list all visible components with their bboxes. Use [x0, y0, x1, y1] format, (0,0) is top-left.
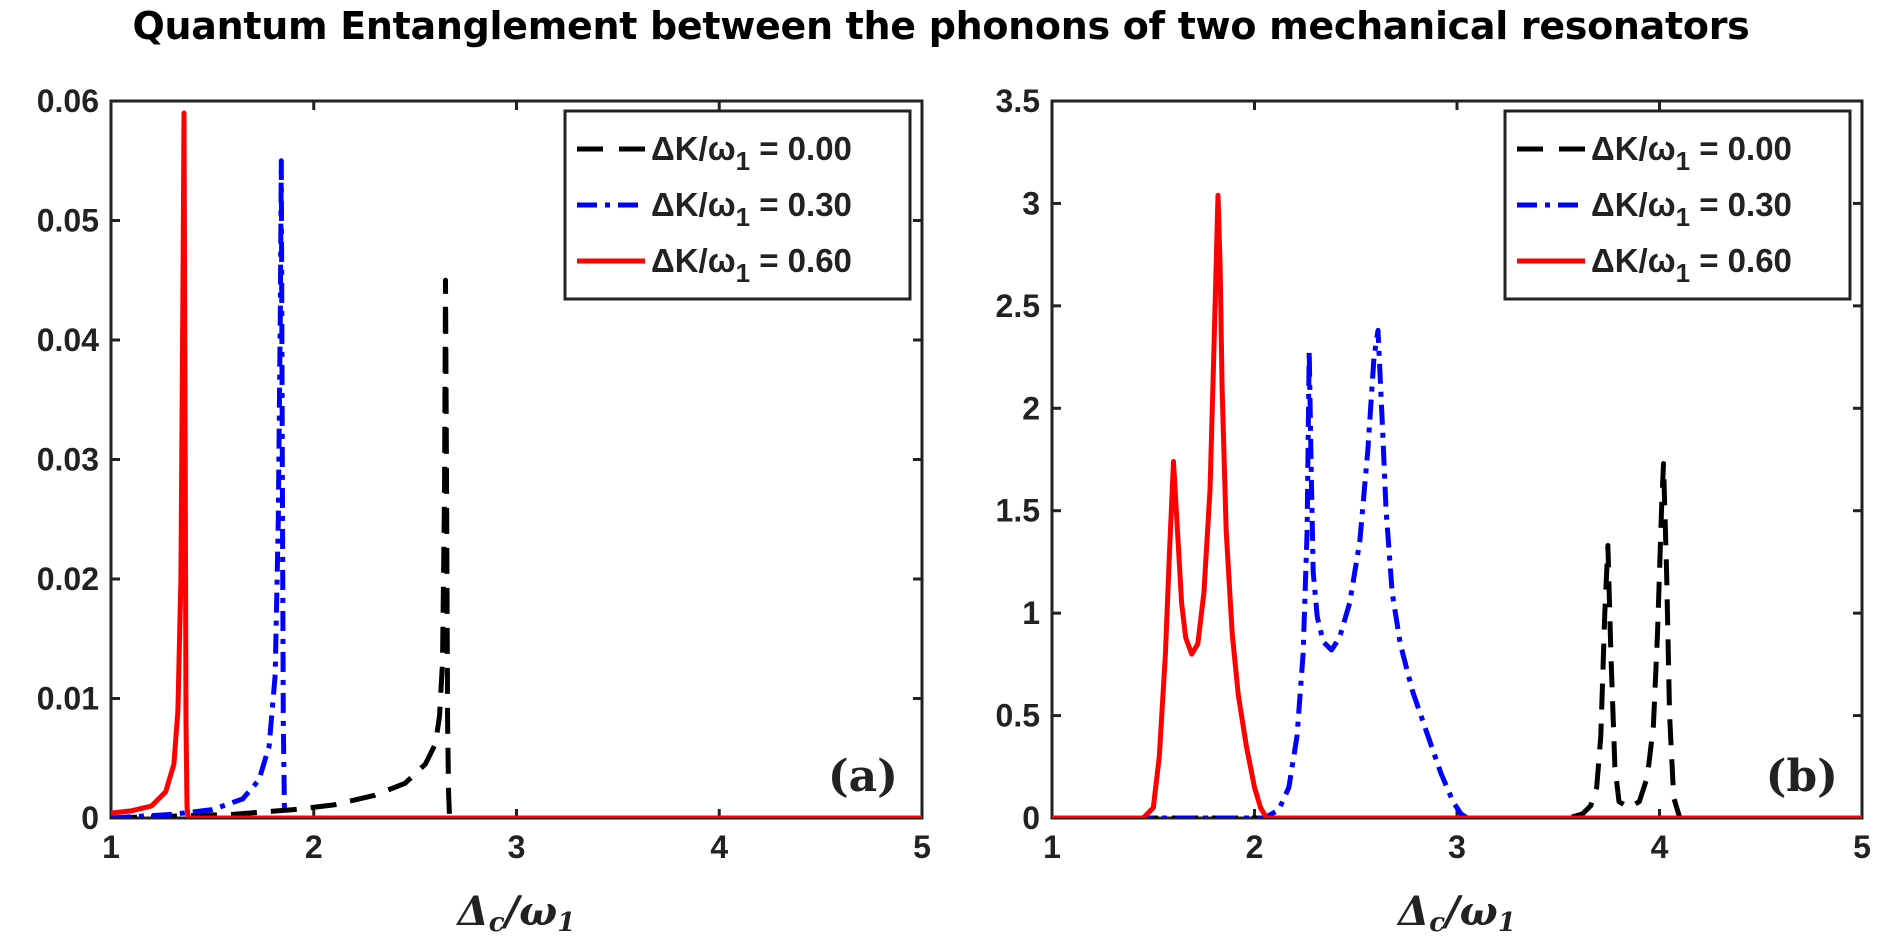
x-tick-label: 5: [1853, 829, 1871, 865]
x-tick-label: 3: [508, 829, 526, 865]
x-tick-label: 4: [710, 829, 728, 865]
y-tick-label: 1.5: [996, 493, 1040, 529]
x-tick-label: 5: [913, 829, 931, 865]
panel-label: (a): [828, 751, 898, 802]
series-line-2: [1052, 327, 1862, 818]
x-tick-label: 2: [305, 829, 323, 865]
series-line-3: [1052, 192, 1862, 818]
panel-label: (b): [1766, 751, 1838, 802]
series-line-1: [1052, 461, 1862, 818]
series-line-3: [111, 110, 922, 818]
y-tick-label: 0.06: [37, 83, 99, 119]
x-tick-label: 1: [1043, 829, 1061, 865]
y-tick-label: 1: [1022, 595, 1040, 631]
x-tick-label: 4: [1651, 829, 1669, 865]
y-tick-label: 0.02: [37, 561, 99, 597]
x-axis-label: Δc/ω1: [456, 888, 576, 938]
legend-label: ΔK/ω1 = 0.30: [1591, 186, 1792, 232]
x-tick-label: 3: [1448, 829, 1466, 865]
series-line-2: [111, 158, 922, 818]
x-axis-label: Δc/ω1: [1396, 888, 1516, 938]
y-tick-label: 0.05: [37, 203, 99, 239]
x-tick-label: 1: [102, 829, 120, 865]
y-tick-label: 0.03: [37, 442, 99, 478]
y-tick-label: 2.5: [996, 288, 1040, 324]
legend-label: ΔK/ω1 = 0.60: [651, 242, 852, 288]
legend-label: ΔK/ω1 = 0.30: [651, 186, 852, 232]
y-tick-label: 0.01: [37, 681, 99, 717]
legend: ΔK/ω1 = 0.00 ΔK/ω1 = 0.30 ΔK/ω1 = 0.60: [1503, 109, 1852, 301]
y-tick-label: 0.04: [37, 322, 99, 358]
y-tick-label: 0: [81, 800, 99, 836]
chart-panel-1: 1 2 3 4 5 0 0.01 0.02 0.03 0.04 0.05 0.06 ΔK/ω1 = 0.…: [37, 83, 931, 938]
legend: ΔK/ω1 = 0.00 ΔK/ω1 = 0.30 ΔK/ω1 = 0.60: [563, 109, 912, 301]
y-tick-label: 2: [1022, 390, 1040, 426]
legend-label: ΔK/ω1 = 0.00: [651, 130, 852, 176]
legend-label: ΔK/ω1 = 0.60: [1591, 242, 1792, 288]
legend-label: ΔK/ω1 = 0.00: [1591, 130, 1792, 176]
series-line-1: [111, 277, 922, 818]
y-tick-label: 0: [1022, 800, 1040, 836]
y-tick-label: 3.5: [996, 83, 1040, 119]
y-tick-label: 0.5: [996, 698, 1040, 734]
y-tick-label: 3: [1022, 185, 1040, 221]
x-tick-label: 2: [1246, 829, 1264, 865]
figure-title: Quantum Entanglement between the phonons…: [132, 4, 1750, 48]
